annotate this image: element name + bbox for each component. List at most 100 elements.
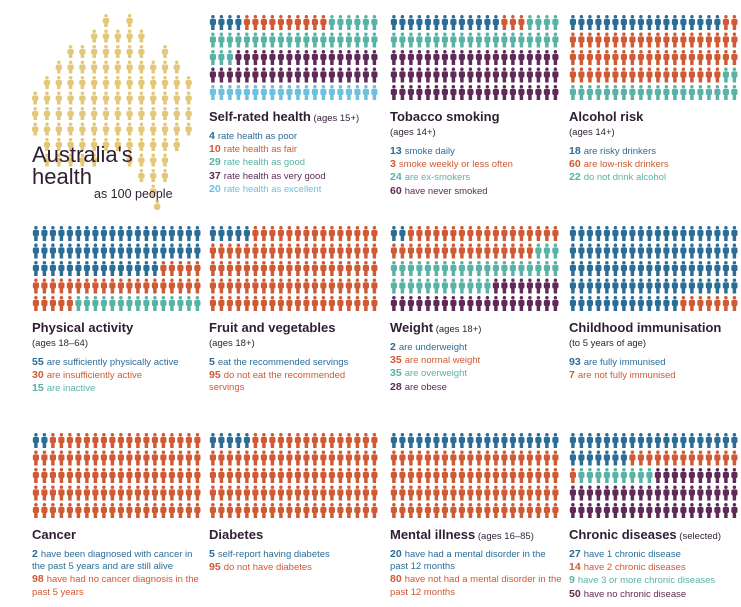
person-icon bbox=[543, 433, 550, 448]
person-icon bbox=[501, 85, 508, 100]
person-icon bbox=[416, 296, 423, 311]
person-icon bbox=[586, 85, 593, 100]
person-icon bbox=[501, 433, 508, 448]
person-icon bbox=[252, 278, 259, 294]
person-icon bbox=[209, 15, 216, 30]
person-icon bbox=[416, 433, 423, 448]
person-icon bbox=[458, 450, 465, 466]
person-icon bbox=[467, 243, 474, 259]
person-icon bbox=[424, 485, 431, 501]
person-icon bbox=[328, 278, 335, 294]
legend-item: 95 do not eat the recommended servings bbox=[209, 369, 381, 394]
person-icon bbox=[731, 278, 738, 294]
person-icon bbox=[688, 15, 695, 30]
person-icon bbox=[433, 85, 440, 100]
person-icon bbox=[83, 296, 90, 311]
person-icon bbox=[151, 296, 158, 311]
person-icon bbox=[526, 50, 533, 65]
person-icon bbox=[637, 50, 644, 65]
legend-count: 22 bbox=[569, 171, 581, 184]
person-icon bbox=[252, 85, 259, 100]
person-icon bbox=[569, 433, 576, 448]
person-icon bbox=[688, 50, 695, 65]
person-icon bbox=[671, 32, 678, 48]
person-icon bbox=[569, 261, 576, 276]
person-icon bbox=[518, 15, 525, 30]
person-icon bbox=[450, 50, 457, 65]
person-icon bbox=[160, 226, 167, 241]
person-icon bbox=[32, 296, 39, 311]
person-icon bbox=[109, 503, 116, 518]
person-icon bbox=[354, 485, 361, 501]
person-icon bbox=[433, 468, 440, 483]
person-icon bbox=[484, 67, 491, 83]
person-icon bbox=[354, 433, 361, 448]
person-icon bbox=[286, 485, 293, 501]
person-icon bbox=[83, 278, 90, 294]
person-icon bbox=[680, 468, 687, 483]
person-icon bbox=[58, 226, 65, 241]
person-icon bbox=[286, 226, 293, 241]
person-icon bbox=[654, 503, 661, 518]
person-icon bbox=[450, 433, 457, 448]
person-icon bbox=[194, 450, 201, 466]
person-icon bbox=[218, 50, 225, 65]
person-icon bbox=[629, 485, 636, 501]
person-icon bbox=[277, 503, 284, 518]
person-icon bbox=[526, 226, 533, 241]
person-icon bbox=[603, 226, 610, 241]
person-icon bbox=[303, 243, 310, 259]
legend-item: 18 are risky drinkers bbox=[569, 145, 741, 158]
person-icon bbox=[32, 278, 39, 294]
person-icon bbox=[595, 67, 602, 83]
person-icon bbox=[100, 296, 107, 311]
person-icon bbox=[518, 67, 525, 83]
person-icon bbox=[269, 485, 276, 501]
person-icon bbox=[620, 50, 627, 65]
person-icon bbox=[603, 32, 610, 48]
person-icon bbox=[138, 122, 145, 136]
person-icon bbox=[433, 67, 440, 83]
person-icon bbox=[722, 85, 729, 100]
person-icon bbox=[75, 261, 82, 276]
person-icon bbox=[390, 433, 397, 448]
person-icon bbox=[126, 122, 133, 136]
person-icon bbox=[303, 261, 310, 276]
person-icon bbox=[134, 503, 141, 518]
person-icon bbox=[569, 226, 576, 241]
person-icon bbox=[277, 32, 284, 48]
panel-subline: (ages 14+) bbox=[569, 127, 615, 138]
person-icon bbox=[117, 243, 124, 259]
person-icon bbox=[114, 60, 121, 74]
person-icon bbox=[126, 433, 133, 448]
person-icon bbox=[303, 278, 310, 294]
person-icon bbox=[458, 243, 465, 259]
person-icon bbox=[620, 261, 627, 276]
person-icon bbox=[138, 29, 145, 43]
people-grid bbox=[390, 433, 559, 518]
person-icon bbox=[680, 243, 687, 259]
panel-title-text: Diabetes bbox=[209, 527, 264, 542]
person-icon bbox=[509, 226, 516, 241]
person-icon bbox=[320, 296, 327, 311]
person-icon bbox=[294, 50, 301, 65]
person-icon bbox=[235, 433, 242, 448]
person-icon bbox=[705, 468, 712, 483]
person-icon bbox=[126, 278, 133, 294]
person-icon bbox=[32, 468, 39, 483]
person-icon bbox=[126, 261, 133, 276]
person-icon bbox=[75, 278, 82, 294]
person-icon bbox=[269, 32, 276, 48]
person-icon bbox=[173, 138, 180, 151]
person-icon bbox=[49, 468, 56, 483]
person-icon bbox=[492, 226, 499, 241]
person-icon bbox=[100, 261, 107, 276]
person-icon bbox=[345, 32, 352, 48]
person-icon bbox=[91, 138, 98, 151]
person-icon bbox=[731, 261, 738, 276]
legend-count: 24 bbox=[390, 171, 402, 184]
person-icon bbox=[552, 85, 559, 100]
person-icon bbox=[578, 50, 585, 65]
person-icon bbox=[303, 32, 310, 48]
person-icon bbox=[688, 503, 695, 518]
